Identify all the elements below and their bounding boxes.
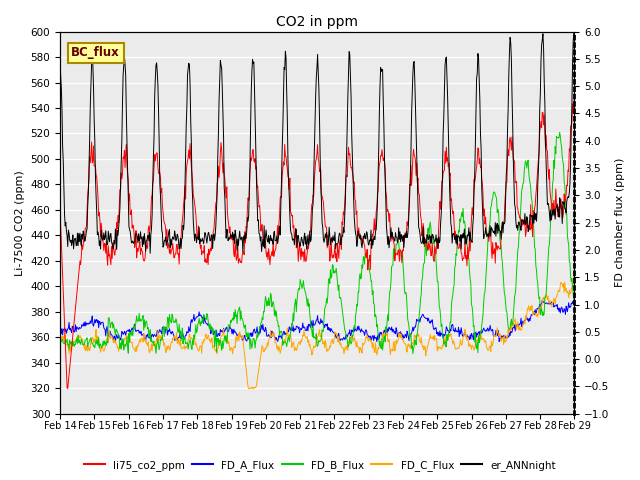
Y-axis label: Li-7500 CO2 (ppm): Li-7500 CO2 (ppm) [15,170,25,276]
Text: BC_flux: BC_flux [71,47,120,60]
Title: CO2 in ppm: CO2 in ppm [276,15,358,29]
Legend: li75_co2_ppm, FD_A_Flux, FD_B_Flux, FD_C_Flux, er_ANNnight: li75_co2_ppm, FD_A_Flux, FD_B_Flux, FD_C… [80,456,560,475]
Y-axis label: FD chamber flux (ppm): FD chamber flux (ppm) [615,158,625,288]
